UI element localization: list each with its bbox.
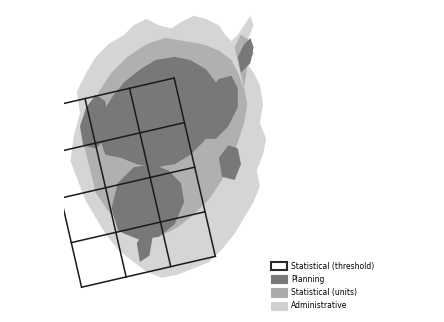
Polygon shape (83, 35, 254, 237)
Polygon shape (111, 164, 184, 240)
Legend: Statistical (threshold), Planning, Statistical (units), Administrative: Statistical (threshold), Planning, Stati… (269, 260, 376, 312)
Polygon shape (238, 38, 254, 73)
Polygon shape (80, 95, 108, 148)
Polygon shape (71, 16, 266, 278)
Polygon shape (200, 76, 238, 139)
Polygon shape (99, 57, 222, 167)
Polygon shape (137, 233, 153, 262)
Polygon shape (219, 145, 241, 180)
